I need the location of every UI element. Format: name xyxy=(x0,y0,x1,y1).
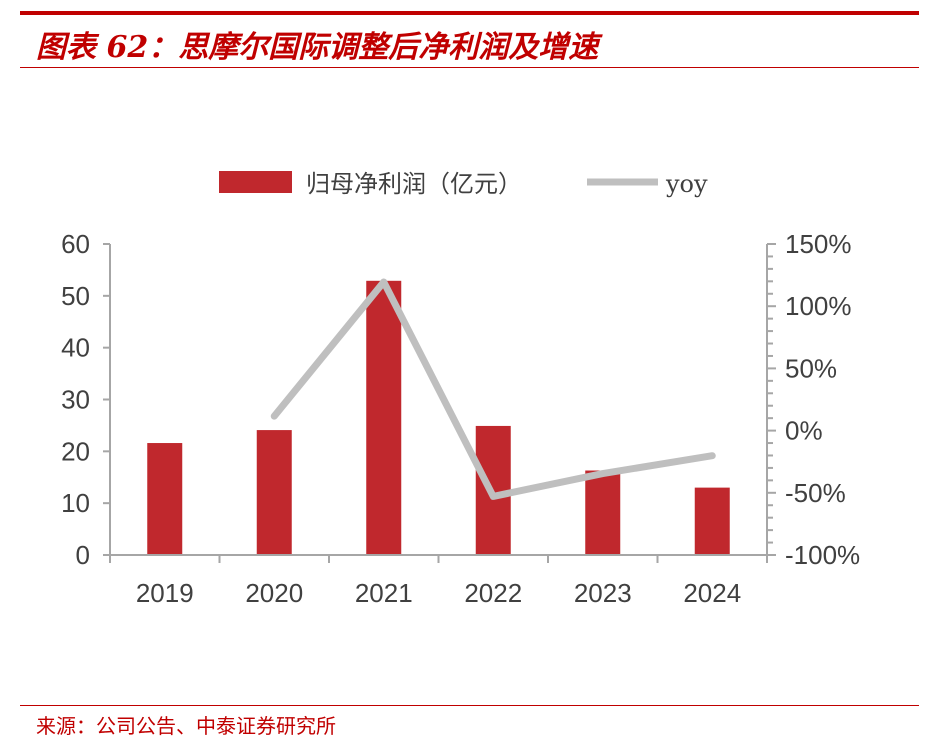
title-bottom-rule xyxy=(20,67,919,68)
left-tick-label: 30 xyxy=(61,385,90,415)
x-tick-label: 2021 xyxy=(355,578,413,608)
left-tick-label: 20 xyxy=(61,436,90,466)
legend-label-line: yoy xyxy=(665,170,708,198)
bar-2023 xyxy=(585,470,621,555)
right-tick-label: 150% xyxy=(785,229,852,259)
right-tick-label: -100% xyxy=(785,540,860,570)
right-tick-label: 0% xyxy=(785,416,823,446)
legend-label-bar: 归母净利润（亿元） xyxy=(306,170,522,198)
left-tick-label: 60 xyxy=(61,229,90,259)
source-note: 来源：公司公告、中泰证券研究所 xyxy=(36,714,336,738)
figure-title: 图表 62：思摩尔国际调整后净利润及增速 xyxy=(36,30,599,65)
chart: 归母净利润（亿元） yoy 0 10 20 30 40 50 60 2019 2020 2021 20… xyxy=(61,170,860,608)
bar-2024 xyxy=(694,487,730,555)
bar-2019 xyxy=(147,443,183,555)
title-top-rule xyxy=(20,11,919,15)
x-tick-label: 2022 xyxy=(464,578,522,608)
bar-2021 xyxy=(366,280,402,555)
yoy-line xyxy=(270,278,716,500)
right-tick-label: 50% xyxy=(785,353,837,383)
left-tick-label: 10 xyxy=(61,488,90,518)
source-rule xyxy=(20,705,919,706)
x-tick-label: 2023 xyxy=(574,578,632,608)
x-tick-label: 2024 xyxy=(683,578,741,608)
right-tick-label: 100% xyxy=(785,291,852,321)
legend-swatch-bar xyxy=(219,171,292,193)
x-tick-label: 2019 xyxy=(136,578,194,608)
bar-series xyxy=(147,280,730,555)
axes: 0 10 20 30 40 50 60 2019 2020 2021 2022 2023 2024 -10… xyxy=(61,229,860,608)
left-tick-label: 40 xyxy=(61,333,90,363)
bar-2020 xyxy=(256,430,292,555)
line-series xyxy=(270,278,716,500)
legend: 归母净利润（亿元） yoy xyxy=(219,170,708,198)
x-tick-label: 2020 xyxy=(245,578,303,608)
right-tick-label: -50% xyxy=(785,478,846,508)
left-tick-label: 50 xyxy=(61,281,90,311)
left-tick-label: 0 xyxy=(76,540,90,570)
